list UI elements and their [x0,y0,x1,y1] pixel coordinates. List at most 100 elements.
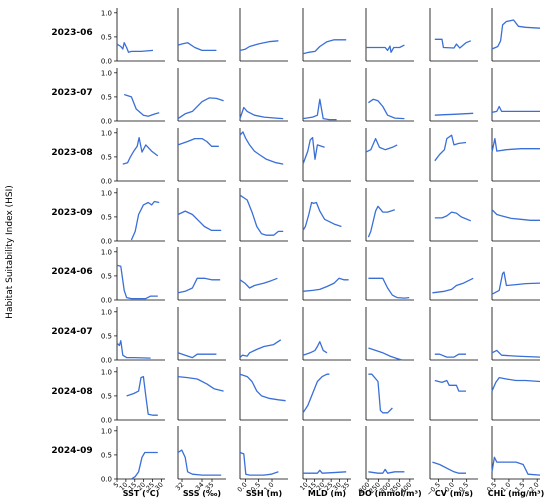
x-tick-label: 35 [340,481,352,493]
panel-2-0: 0.0 0.5 1.0 [101,128,165,186]
y-tick-label: 0.0 [101,238,112,246]
hsi-curve [239,194,284,236]
x-tick-label: 10 [298,481,310,493]
panel-6-1 [177,367,226,421]
y-tick-label: 0.5 [101,392,112,400]
x-tick-label: 10 [118,481,130,493]
panel-3-4 [365,188,414,242]
panel-2-4 [365,128,414,182]
panel-4-2 [239,247,288,301]
hsi-curve [491,349,541,358]
hsi-curve [434,379,466,392]
panel-grid: 0.0 0.5 1.0 0.0 0.5 1.0 0.0 0.5 1.0 0.0 0.5 1.0 0.0 0… [101,8,541,498]
hsi-curve [368,98,405,120]
panel-2-6 [491,128,540,182]
panel-3-1 [177,188,226,242]
hsi-curve [434,211,472,222]
hsi-curve [367,205,396,238]
hsi-curve [491,105,540,113]
hsi-curve [239,106,284,120]
hsi-curve [302,136,325,165]
hsi-curve [491,19,541,50]
hsi-curve [491,271,541,295]
panel-3-5 [429,188,478,242]
panel-1-2 [239,68,288,122]
hsi-curve [116,42,154,53]
y-tick-label: 0.0 [101,476,112,484]
hsi-curve [126,375,158,416]
panel-3-6 [491,188,540,242]
hsi-curve [491,209,540,221]
hsi-curve [302,98,337,121]
y-tick-label: 1.0 [101,9,112,17]
hsi-curve [302,341,328,356]
panel-1-1 [177,68,226,122]
y-tick-label: 1.0 [101,368,112,376]
panel-3-2 [239,188,288,242]
hsi-curve [368,347,403,361]
panel-6-3 [302,367,351,421]
hsi-curve [368,277,410,299]
panel-7-6: 0.5 1.0 1.5 2.0 [485,426,541,494]
panel-5-1 [177,307,226,361]
x-tick-label: 20 [136,481,148,493]
panel-0-0: 0.0 0.5 1.0 [101,8,165,66]
hsi-curve [116,264,158,300]
panel-7-2: 0.0 0.5 1.0 [236,426,288,494]
hsi-curve [302,373,330,414]
y-axis-label: Habitat Suitability Index (HSI) [5,185,15,319]
x-tick-label: 30 [153,481,165,493]
column-labels: SST (°C) SSS (‰) SSH (m) MLD (m) DO (mmol/m³… [123,489,545,498]
column-label: CV (m/s) [435,489,473,498]
y-tick-label: 0.0 [101,297,112,305]
panel-1-0: 0.0 0.5 1.0 [101,68,165,126]
panel-5-6 [491,307,541,361]
hsi-curve [434,38,472,49]
panel-1-3 [302,68,351,122]
panel-0-3 [302,8,351,62]
hsi-curve [177,277,221,294]
column-label: DO (mmol/m³) [358,489,421,498]
y-tick-label: 0.0 [101,357,112,365]
panel-2-5 [429,128,478,182]
hsi-curve [302,201,342,231]
panel-5-5 [429,307,478,361]
hsi-curve [368,468,405,474]
hsi-curve [239,40,279,52]
hsi-curve [177,352,217,359]
y-tick-label: 0.0 [101,118,112,126]
y-tick-label: 1.0 [101,129,112,137]
y-tick-label: 0.5 [101,93,112,101]
x-tick-label: 32 [174,481,186,493]
panel-0-5 [429,8,478,62]
panel-7-5: −0.5 0.0 0.5 [425,426,478,498]
hsi-curve [366,44,405,53]
hsi-curve [116,340,151,359]
hsi-curve [177,97,224,120]
row-label-2024-09: 2024-09 [51,446,92,456]
y-tick-label: 0.5 [101,332,112,340]
hsi-curve [491,137,540,153]
hsi-curve [432,277,474,294]
panel-4-6 [491,247,541,301]
column-label: CHL (mg/m³) [488,489,545,498]
x-tick-label: 15 [127,481,139,493]
y-tick-label: 0.0 [101,58,112,66]
panel-2-1 [177,128,226,182]
y-tick-label: 0.5 [101,272,112,280]
hsi-curve [239,373,286,402]
y-tick-label: 1.0 [101,69,112,77]
y-tick-label: 0.5 [101,451,112,459]
x-tick-label: 25 [145,481,157,493]
y-tick-label: 1.0 [101,248,112,256]
panel-3-3 [302,188,351,242]
panel-4-0: 0.0 0.5 1.0 [101,247,165,305]
panel-6-0: 0.0 0.5 1.0 [101,367,165,425]
column-label: SSS (‰) [183,489,221,498]
panel-5-3 [302,307,351,361]
hsi-curve [177,210,222,232]
x-tick-label: 25 [323,481,335,493]
hsi-curve [177,449,222,476]
